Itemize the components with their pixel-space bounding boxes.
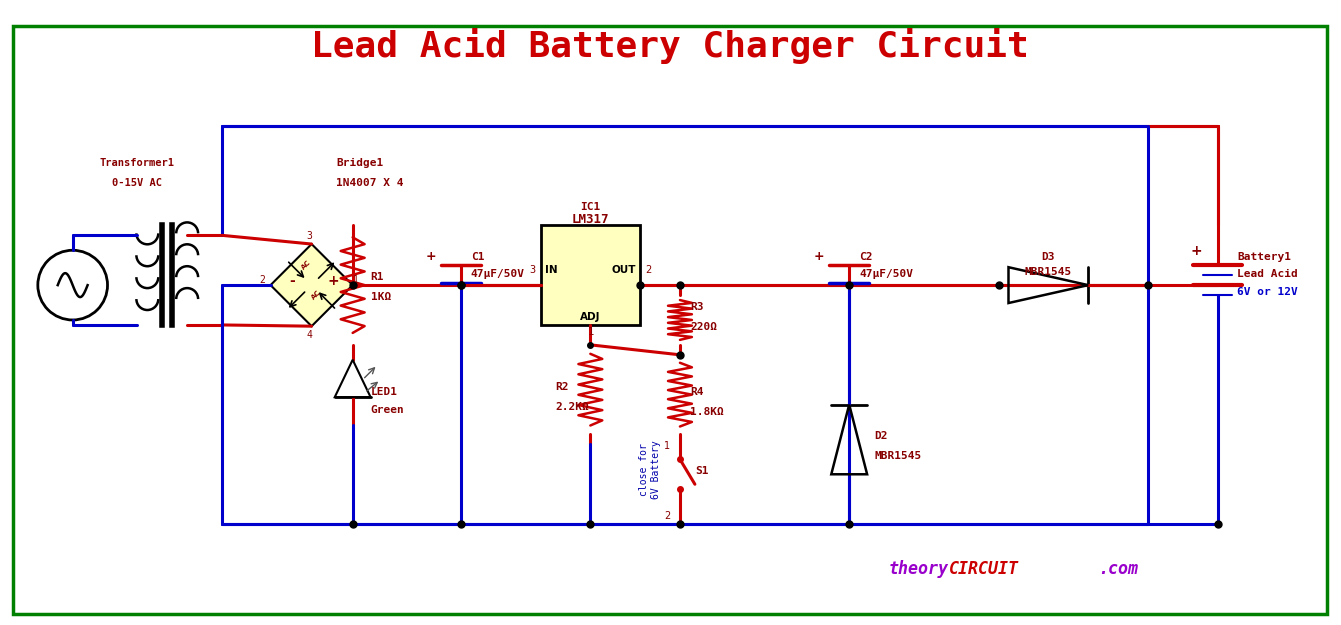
- Text: 2: 2: [260, 275, 266, 285]
- Text: +: +: [425, 250, 436, 263]
- Text: +: +: [814, 250, 825, 263]
- Text: MBR1545: MBR1545: [874, 451, 921, 461]
- Text: -: -: [288, 274, 295, 288]
- Text: D2: D2: [874, 431, 888, 441]
- Text: Battery1: Battery1: [1238, 253, 1291, 262]
- Text: 1: 1: [664, 441, 670, 451]
- Text: S1: S1: [695, 466, 708, 476]
- Text: D3: D3: [1042, 253, 1055, 262]
- FancyBboxPatch shape: [540, 226, 640, 325]
- Text: R2: R2: [555, 382, 569, 392]
- Text: R1: R1: [370, 272, 384, 282]
- Text: LED1: LED1: [370, 387, 397, 397]
- Text: 3: 3: [307, 231, 312, 241]
- Text: 1KΩ: 1KΩ: [370, 292, 390, 302]
- Text: LM317: LM317: [571, 213, 609, 226]
- Text: IN: IN: [544, 265, 558, 275]
- Text: 1: 1: [587, 327, 594, 337]
- Text: +: +: [327, 274, 339, 288]
- Text: 47μF/50V: 47μF/50V: [471, 269, 524, 279]
- Text: Bridge1: Bridge1: [337, 158, 384, 168]
- Text: 4: 4: [307, 330, 312, 340]
- Text: MBR1545: MBR1545: [1025, 267, 1071, 277]
- Text: OUT: OUT: [611, 265, 636, 275]
- Text: 3: 3: [530, 265, 535, 275]
- Text: Lead Acid: Lead Acid: [1238, 269, 1298, 279]
- Text: 6V or 12V: 6V or 12V: [1238, 287, 1298, 297]
- Text: CIRCUIT: CIRCUIT: [949, 560, 1019, 578]
- Text: theory: theory: [889, 560, 949, 578]
- Text: R3: R3: [689, 302, 704, 312]
- Text: Green: Green: [370, 404, 405, 414]
- Polygon shape: [271, 244, 353, 326]
- Text: 1: 1: [353, 275, 358, 285]
- Text: C1: C1: [471, 253, 484, 262]
- Text: C2: C2: [860, 253, 873, 262]
- Text: ADJ: ADJ: [581, 312, 601, 322]
- Text: 220Ω: 220Ω: [689, 322, 717, 332]
- Text: 2.2KΩ: 2.2KΩ: [555, 402, 589, 412]
- Text: AC: AC: [300, 259, 312, 271]
- Text: close for
6V Battery: close for 6V Battery: [640, 440, 661, 499]
- Text: R4: R4: [689, 387, 704, 397]
- Text: IC1: IC1: [581, 202, 601, 212]
- Text: 47μF/50V: 47μF/50V: [860, 269, 913, 279]
- Text: +: +: [1191, 244, 1203, 258]
- Text: 2: 2: [664, 511, 670, 521]
- Text: 1.8KΩ: 1.8KΩ: [689, 406, 724, 416]
- Text: 1N4007 X 4: 1N4007 X 4: [337, 177, 404, 187]
- Text: Lead Acid Battery Charger Circuit: Lead Acid Battery Charger Circuit: [311, 28, 1029, 64]
- Text: AC: AC: [311, 289, 322, 301]
- Text: 0-15V AC: 0-15V AC: [113, 177, 162, 187]
- Text: .com: .com: [1098, 560, 1139, 578]
- Text: Transformer1: Transformer1: [99, 158, 174, 168]
- Text: 2: 2: [645, 265, 652, 275]
